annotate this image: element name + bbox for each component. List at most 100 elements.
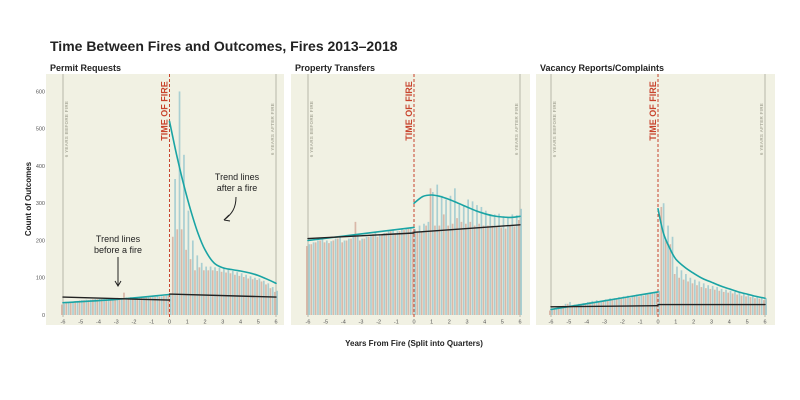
x-tick-label: -4 — [341, 320, 346, 326]
bar-b — [429, 188, 432, 315]
bar-a — [374, 232, 377, 315]
bar-a — [308, 244, 310, 315]
bar-b — [465, 223, 467, 315]
bar-b — [656, 292, 658, 315]
bar-a — [493, 214, 496, 315]
bar-b — [154, 296, 156, 315]
y-tick-label: 500 — [36, 127, 45, 133]
bar-a — [147, 296, 150, 315]
bar-b — [416, 231, 419, 315]
bar-a — [600, 300, 603, 315]
x-tick-label: 4 — [728, 320, 731, 326]
bar-b — [495, 226, 498, 315]
bar-b — [105, 298, 108, 315]
x-tick-label: -3 — [359, 320, 364, 326]
bar-b — [513, 226, 516, 315]
bar-b — [185, 249, 187, 315]
x-tick-label: -1 — [149, 320, 154, 326]
bar-b — [504, 228, 507, 315]
bar-b — [691, 283, 694, 315]
bar-a — [262, 280, 265, 315]
bar-b — [407, 228, 410, 315]
bar-b — [163, 295, 165, 315]
bar-a — [734, 291, 736, 315]
bar-a — [484, 210, 487, 315]
bar-b — [687, 281, 689, 315]
x-tick-label: -1 — [394, 320, 399, 326]
x-tick-label: 6 — [763, 320, 766, 326]
bar-a — [348, 238, 350, 315]
bar-a — [569, 301, 571, 315]
bar-b — [451, 223, 454, 315]
bar-b — [584, 303, 587, 315]
bar-a — [595, 300, 598, 315]
bar-a — [231, 271, 234, 315]
bar-b — [372, 234, 374, 315]
bar-b — [727, 292, 730, 315]
bar-b — [363, 238, 366, 315]
bar-a — [454, 188, 456, 315]
bar-a — [653, 291, 656, 315]
bar-a — [604, 299, 607, 315]
bar-a — [116, 297, 119, 315]
bar-b — [518, 219, 520, 315]
bar-b — [74, 301, 77, 315]
bar-b — [87, 300, 90, 315]
bar-a — [387, 231, 390, 315]
annotation-after-line2: after a fire — [217, 183, 258, 193]
bar-a — [317, 240, 319, 315]
x-tick-label: 3 — [710, 320, 713, 326]
bar-b — [136, 297, 139, 315]
bar-a — [427, 221, 430, 315]
bar-a — [178, 91, 181, 315]
bar-b — [456, 218, 458, 315]
trend-before-teal — [550, 291, 659, 311]
bar-a — [156, 296, 159, 315]
bar-b — [376, 236, 379, 315]
bar-b — [83, 300, 85, 315]
bar-b — [713, 289, 716, 315]
bar-a — [458, 203, 461, 315]
bar-b — [260, 281, 263, 315]
bar-b — [314, 242, 317, 315]
bar-b — [749, 297, 752, 315]
x-tick-label: 4 — [239, 320, 242, 326]
bar-a — [174, 179, 176, 315]
trend-before-teal — [62, 293, 171, 304]
bar-b — [575, 304, 578, 315]
bar-b — [673, 274, 676, 315]
x-tick-label: -5 — [323, 320, 328, 326]
bar-a — [515, 215, 518, 315]
bar-a — [165, 295, 168, 315]
bar-b — [745, 296, 747, 315]
bar-b — [403, 230, 405, 315]
bar-b — [145, 297, 148, 315]
bar-b — [256, 279, 258, 315]
bar-a — [671, 236, 674, 315]
bar-a — [511, 214, 514, 315]
trend-after-black — [168, 293, 277, 298]
bar-a — [67, 302, 70, 315]
bar-b — [354, 221, 357, 315]
bar-a — [760, 297, 763, 315]
bar-a — [502, 216, 505, 315]
bar-a — [112, 298, 114, 315]
time-of-fire-label: TIME OF FIRE — [648, 81, 658, 141]
bar-a — [462, 205, 465, 315]
annotation-before-line1: Trend lines — [96, 234, 141, 244]
bar-b — [571, 305, 573, 315]
bar-a — [214, 267, 216, 315]
bar-b — [132, 297, 134, 315]
bar-a — [138, 297, 141, 315]
annotation-after-line1: Trend lines — [215, 172, 260, 182]
bar-a — [240, 273, 243, 315]
bar-a — [103, 298, 105, 315]
x-tick-label: 2 — [203, 320, 206, 326]
bar-b — [491, 225, 494, 315]
x-tick-label: -6 — [306, 320, 311, 326]
bar-a — [98, 298, 101, 315]
bar-b — [203, 270, 205, 315]
bar-b — [412, 231, 414, 315]
x-tick-label: 2 — [692, 320, 695, 326]
bar-a — [205, 266, 207, 315]
